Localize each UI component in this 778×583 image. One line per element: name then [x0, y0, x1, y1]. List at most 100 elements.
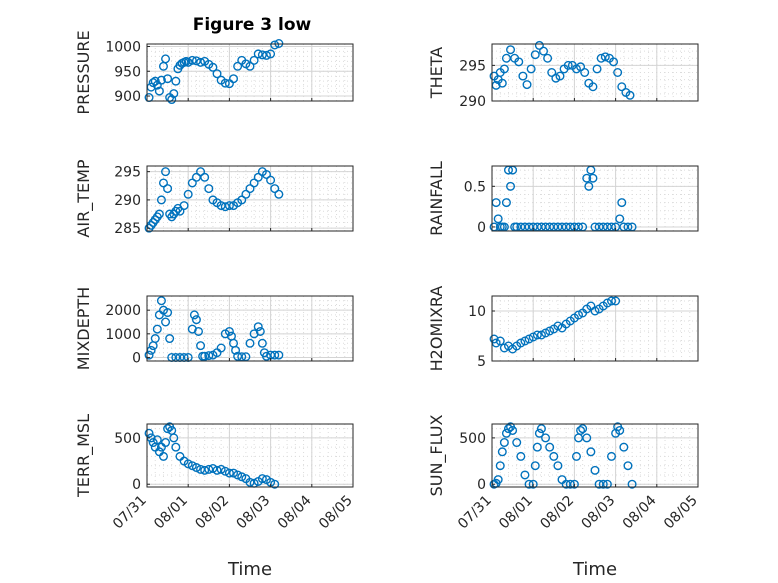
data-point [191, 315, 201, 325]
data-point [229, 468, 239, 478]
axes-box [146, 165, 354, 232]
data-point [602, 479, 612, 489]
data-point [220, 202, 230, 212]
data-point [613, 67, 623, 77]
data-point [576, 425, 586, 435]
data-point [586, 447, 596, 457]
y-axis-label: RAINFALL [427, 161, 446, 236]
data-point [598, 479, 608, 489]
x-axis-label: Time [227, 559, 272, 580]
plot-area [492, 424, 698, 487]
data-point [183, 189, 193, 199]
data-point [152, 324, 162, 334]
data-point [619, 442, 629, 452]
data-point [224, 326, 234, 336]
y-axis-label: AIR_TEMP [74, 159, 94, 237]
data-point [493, 214, 503, 224]
data-point [623, 461, 633, 471]
data-point [187, 461, 197, 471]
data-point [249, 178, 259, 188]
data-point [512, 438, 522, 448]
data-point [154, 86, 164, 96]
subplot-mixdepth: 0 1000 2000 MIXDEPTH [74, 287, 354, 370]
data-point [163, 184, 173, 194]
data-point [245, 61, 255, 71]
data-point [606, 451, 616, 461]
plot-area [147, 166, 353, 231]
y-tick-label: 295 [114, 165, 141, 181]
data-point [261, 169, 271, 179]
data-point [534, 40, 544, 50]
plot-area [492, 166, 698, 231]
axes-box [146, 423, 354, 488]
data-point [144, 428, 154, 438]
data-point [156, 75, 166, 85]
data-point [237, 472, 247, 482]
data-point [532, 442, 542, 452]
data-point [154, 209, 164, 219]
y-axis-label: PRESSURE [74, 30, 93, 114]
data-point [171, 76, 181, 86]
data-point [200, 172, 210, 182]
y-tick-label: 500 [459, 431, 486, 447]
data-point [495, 461, 505, 471]
data-point [274, 189, 284, 199]
data-point [497, 447, 507, 457]
data-point [253, 172, 263, 182]
data-point [530, 461, 540, 471]
y-tick-label: 0.5 [464, 179, 486, 195]
data-point [208, 463, 218, 473]
y-axis-label: H2OMIXRA [427, 286, 446, 372]
data-point [514, 57, 524, 67]
data-point [161, 54, 171, 64]
data-point [169, 433, 179, 443]
data-point [257, 50, 267, 60]
data-point [187, 55, 197, 65]
data-point [257, 338, 267, 348]
data-point [200, 351, 210, 361]
data-point [588, 82, 598, 92]
x-axis-label: Time [572, 559, 617, 580]
data-point [590, 465, 600, 475]
data-point [503, 424, 513, 434]
data-point [204, 184, 214, 194]
data-point [563, 60, 573, 70]
y-axis-label: TERR_MSL [74, 414, 94, 498]
data-point [270, 350, 280, 360]
axes-box [491, 423, 699, 488]
data-point [501, 198, 511, 208]
data-point [249, 55, 259, 65]
y-axis-label: SUN_FLUX [427, 415, 447, 497]
data-point [208, 62, 218, 72]
data-point [245, 477, 255, 487]
data-point [534, 428, 544, 438]
data-point [156, 296, 166, 306]
axes-box [146, 295, 354, 362]
y-tick-label: 900 [114, 89, 141, 105]
data-point [150, 334, 160, 344]
data-point [233, 470, 243, 480]
data-point [571, 451, 581, 461]
data-point [165, 334, 175, 344]
data-point [245, 338, 255, 348]
axes-box [491, 43, 699, 102]
subplot-h2omixra: 5 10 H2OMIXRA [427, 286, 699, 372]
subplot-pressure: 900 950 1000 PRESSURE [74, 30, 354, 115]
data-point [526, 64, 536, 74]
data-point [183, 459, 193, 469]
data-point [530, 50, 540, 60]
data-point [528, 479, 538, 489]
y-tick-label: 1000 [105, 39, 141, 55]
data-point [506, 45, 516, 55]
data-point [499, 438, 509, 448]
data-point [539, 46, 549, 56]
data-point [518, 71, 528, 81]
data-point [578, 424, 588, 434]
data-point [576, 62, 586, 72]
data-point [193, 326, 203, 336]
data-point [270, 184, 280, 194]
data-point [224, 468, 234, 478]
data-point [231, 345, 241, 355]
data-point [606, 296, 616, 306]
